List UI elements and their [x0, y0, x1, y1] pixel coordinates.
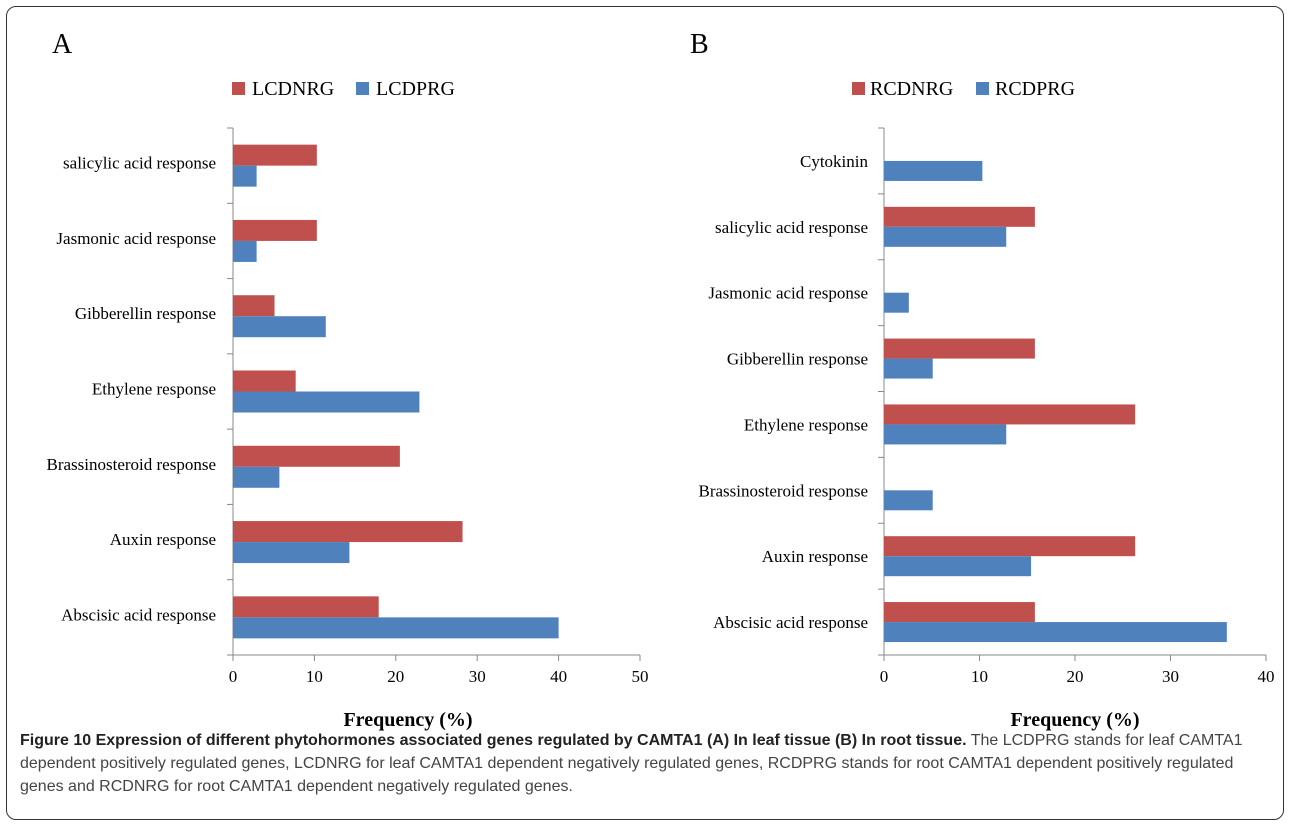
panel-b-legend-swatch: [976, 82, 989, 95]
panel-b-x-tick-label: 0: [880, 667, 889, 686]
panel-b-xlabel: Frequency (%): [1010, 709, 1139, 731]
caption-title: Figure 10 Expression of different phytoh…: [20, 732, 967, 749]
panel-a-category-label: Abscisic acid response: [61, 605, 216, 624]
panel-b-bar-rcdprg: [884, 292, 909, 313]
panel-a-bar-lcdprg: [233, 466, 280, 488]
panel-b-bar-rcdprg: [884, 424, 1007, 445]
panel-a-bar-lcdnrg: [233, 370, 296, 392]
panel-b-bar-rcdprg: [884, 160, 983, 181]
panel-a-bar-lcdprg: [233, 391, 420, 413]
panel-a-bar-lcdprg: [233, 240, 257, 262]
panel-b-category-label: Cytokinin: [800, 152, 869, 171]
caption-text: The LCDPRG stands for leaf CAMTA1 depend…: [20, 732, 1243, 795]
panel-a-category-label: Ethylene response: [92, 380, 216, 399]
panel-a-x-tick-label: 0: [229, 667, 238, 686]
panel-a-legend-label: LCDPRG: [376, 78, 455, 100]
figure-caption: Figure 10 Expression of different phytoh…: [20, 729, 1275, 798]
panel-a-category-label: salicylic acid response: [63, 154, 216, 173]
panel-a-bar-lcdprg: [233, 617, 559, 639]
panel-b-bar-rcdprg: [884, 490, 933, 511]
panel-a-label: A: [52, 29, 73, 60]
panel-b-bar-rcdnrg: [884, 404, 1136, 425]
panel-a-x-tick-label: 30: [469, 667, 486, 686]
panel-b-bar-rcdprg: [884, 556, 1032, 577]
panel-a-category-label: Auxin response: [110, 530, 216, 549]
panel-b-category-label: Gibberellin response: [727, 350, 868, 369]
panel-a-bar-lcdnrg: [233, 219, 317, 241]
panel-a-bar-lcdnrg: [233, 295, 275, 317]
panel-b-bar-rcdprg: [884, 358, 933, 379]
panel-b-category-label: Abscisic acid response: [713, 613, 868, 632]
panel-b-bar-rcdnrg: [884, 536, 1136, 557]
panel-a-bar-lcdprg: [233, 316, 326, 338]
panel-a-category-label: Brassinosteroid response: [46, 455, 216, 474]
panel-b-category-label: Ethylene response: [744, 415, 868, 434]
panel-b-x-tick-label: 40: [1258, 667, 1275, 686]
panel-a-legend-swatch: [232, 82, 245, 95]
panel-a-bar-lcdnrg: [233, 521, 463, 543]
panel-b-bar-rcdnrg: [884, 602, 1035, 623]
panel-a-category-label: Jasmonic acid response: [56, 229, 216, 248]
panel-a-xlabel: Frequency (%): [343, 709, 472, 731]
panel-b-category-label: Jasmonic acid response: [708, 284, 868, 303]
panel-a-bar-lcdprg: [233, 165, 257, 187]
panel-b-label: B: [690, 29, 709, 60]
panel-a-bar-lcdnrg: [233, 445, 400, 467]
panel-a-bar-lcdnrg: [233, 596, 379, 618]
panel-a-category-label: Gibberellin response: [75, 304, 216, 323]
panel-b-legend-swatch: [852, 82, 865, 95]
panel-b-category-label: salicylic acid response: [715, 218, 868, 237]
panel-a-x-tick-label: 40: [550, 667, 567, 686]
panel-b-bar-rcdnrg: [884, 206, 1035, 227]
panel-b-legend-label: RCDNRG: [870, 78, 953, 100]
panel-b-x-tick-label: 20: [1067, 667, 1084, 686]
panel-b-x-tick-label: 10: [971, 667, 988, 686]
panel-b-bar-rcdprg: [884, 622, 1227, 643]
panel-a-x-tick-label: 50: [632, 667, 649, 686]
panel-b-category-label: Auxin response: [762, 547, 868, 566]
panel-b-bar-rcdprg: [884, 226, 1007, 247]
panel-b-category-label: Brassinosteroid response: [698, 481, 868, 500]
panel-a-bar-lcdprg: [233, 542, 350, 564]
panel-a-x-tick-label: 20: [387, 667, 404, 686]
panel-b-x-tick-label: 30: [1162, 667, 1179, 686]
panel-a-x-tick-label: 10: [306, 667, 323, 686]
panel-a-legend-swatch: [356, 82, 369, 95]
panel-a-bar-lcdnrg: [233, 144, 317, 166]
panel-b-bar-rcdnrg: [884, 338, 1035, 359]
panel-a-legend-label: LCDNRG: [252, 78, 334, 100]
panel-b-legend-label: RCDPRG: [995, 78, 1075, 100]
